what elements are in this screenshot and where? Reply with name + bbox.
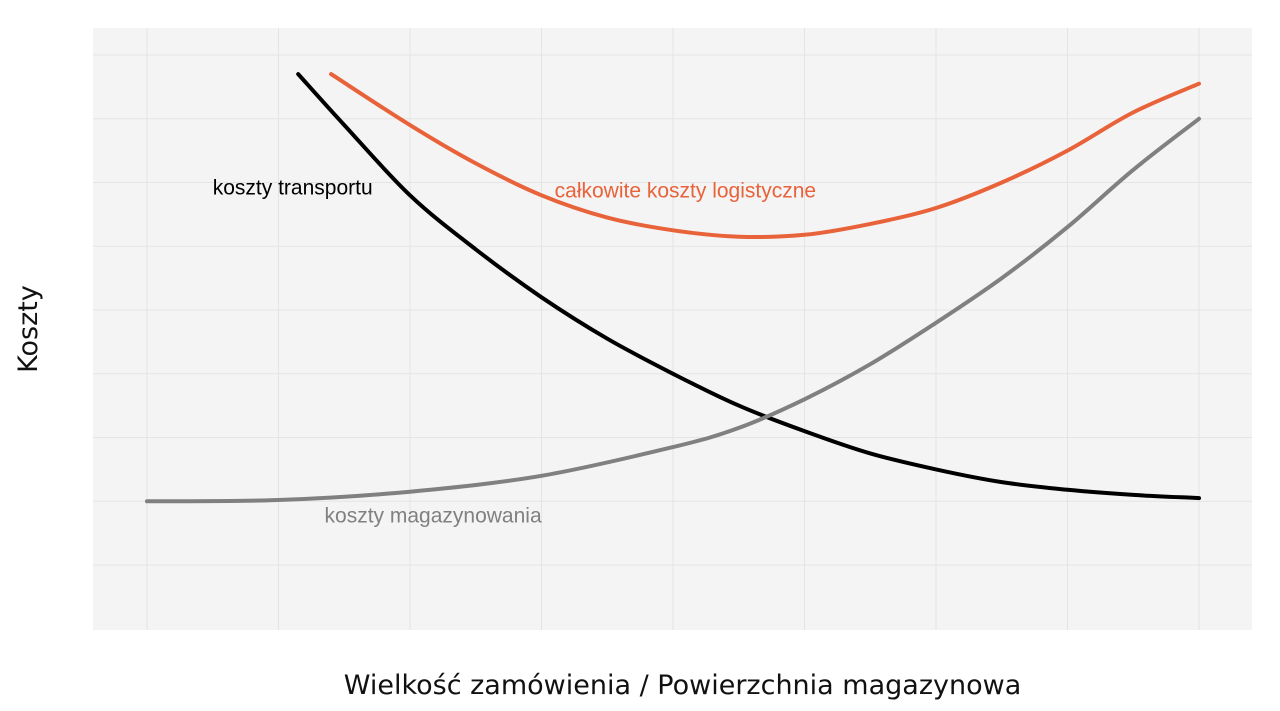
series-line-koszty-magazynowania bbox=[145, 116, 1201, 504]
series-annotation-calkowite-koszty-logistyczne: całkowite koszty logistyczne bbox=[555, 180, 816, 203]
y-axis-title: Koszty bbox=[13, 285, 44, 373]
series-annotation-koszty-magazynowania: koszty magazynowania bbox=[325, 505, 542, 528]
x-axis-title: Wielkość zamówienia / Powierzchnia magaz… bbox=[344, 670, 1022, 701]
series-annotations: koszty transportu całkowite koszty logist… bbox=[213, 176, 816, 527]
series-line-calkowite-koszty-logistyczne bbox=[329, 72, 1201, 239]
series-line-koszty-transportu bbox=[296, 72, 1201, 501]
series-annotation-koszty-transportu: koszty transportu bbox=[213, 176, 373, 199]
series-lines bbox=[145, 72, 1201, 504]
grid bbox=[93, 28, 1252, 630]
